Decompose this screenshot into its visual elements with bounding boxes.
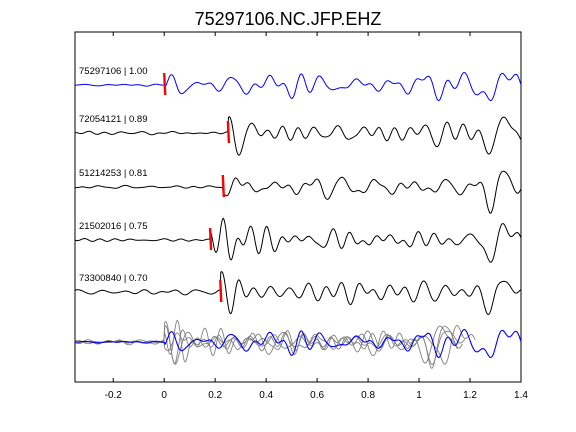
x-tick-label: 0.6 [310,390,324,401]
chart-title: 75297106.NC.JFP.EHZ [195,9,382,29]
trace-label: 75297106 | 1.00 [79,66,148,77]
x-tick-label: 0.8 [361,390,375,401]
pick-marker [226,120,231,144]
x-tick-label: 1.2 [463,390,477,401]
trace-label: 21502016 | 0.75 [79,221,148,232]
traces-group [74,71,522,316]
pick-marker [208,227,213,251]
x-axis-ticks: -0.2 0 0.2 0.4 0.6 0.8 1 1.2 1.4 [105,32,528,401]
stack-trace-line [75,319,476,365]
trace-line [75,71,522,102]
pick-markers-group [163,72,231,303]
trace-labels-group: 75297106 | 1.00 72054121 | 0.89 51214253 |… [79,66,148,284]
plot-area-frame [74,31,522,383]
x-tick-label: 1 [416,390,422,401]
x-tick-label: 0.4 [259,390,273,401]
trace-line [75,170,522,214]
x-tick-label: 0 [161,390,167,401]
trace-line [74,217,522,263]
x-tick-label: -0.2 [105,390,123,401]
pick-marker [221,174,226,198]
x-tick-label: 0.2 [208,390,222,401]
x-tick-label: 1.4 [514,390,528,401]
pick-marker [163,72,167,96]
trace-line [75,116,522,156]
stack-trace-line [75,320,466,366]
trace-label: 72054121 | 0.89 [79,114,148,125]
trace-line [74,270,522,316]
trace-label: 73300840 | 0.70 [79,273,148,284]
stacked-traces-group [75,319,522,369]
pick-marker [219,279,223,303]
stack-trace-line [75,328,522,359]
trace-label: 51214253 | 0.81 [79,168,148,179]
